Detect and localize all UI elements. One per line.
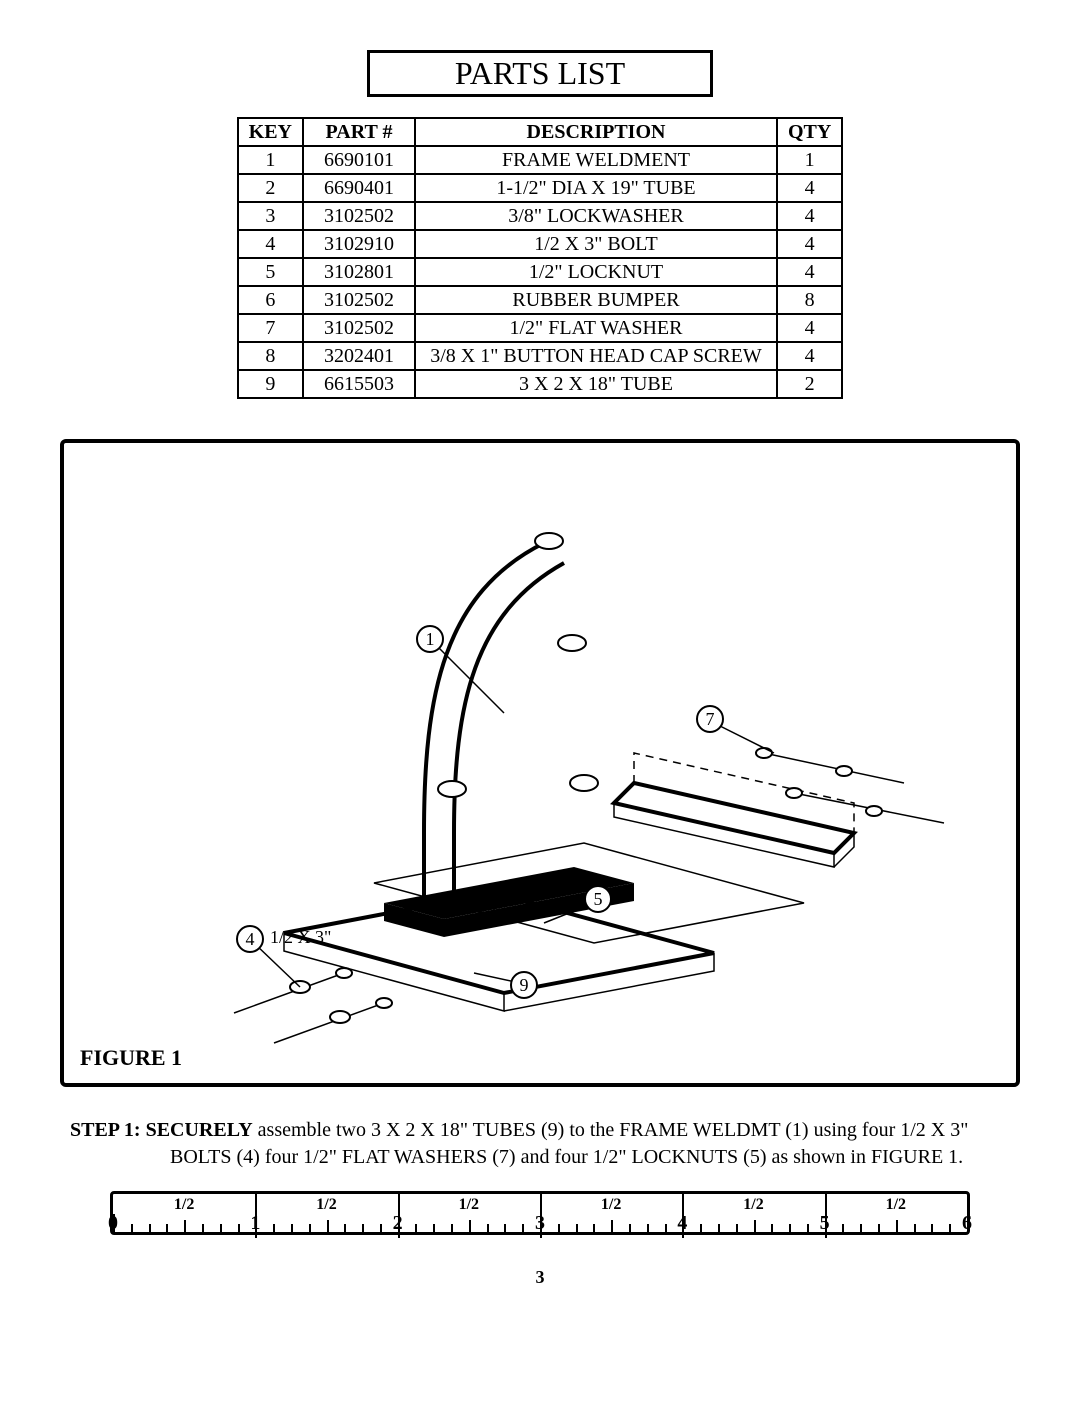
- cell-key: 6: [238, 286, 303, 314]
- ruler-half-label: 1/2: [743, 1196, 763, 1214]
- cell-qty: 4: [777, 258, 842, 286]
- table-header-row: KEY PART # DESCRIPTION QTY: [238, 118, 843, 146]
- cell-key: 4: [238, 230, 303, 258]
- ruler-whole-label: 1: [250, 1212, 260, 1235]
- cell-key: 9: [238, 370, 303, 398]
- cell-qty: 4: [777, 230, 842, 258]
- callout-4-note: 1/2 X 3": [270, 927, 331, 947]
- cell-desc: 1/2" FLAT WASHER: [415, 314, 777, 342]
- page-title: PARTS LIST: [367, 50, 713, 97]
- page: PARTS LIST KEY PART # DESCRIPTION QTY 16…: [0, 0, 1080, 1308]
- col-part: PART #: [303, 118, 415, 146]
- cell-key: 2: [238, 174, 303, 202]
- cell-qty: 4: [777, 174, 842, 202]
- callout-4: 4: [246, 929, 255, 949]
- cell-part: 3102502: [303, 286, 415, 314]
- ruler: 1/2 1/2 1/2 1/2 1/2 1/2 0 1 2 3 4 5 6: [110, 1191, 970, 1261]
- cell-key: 5: [238, 258, 303, 286]
- callout-5: 5: [594, 889, 603, 909]
- cell-desc: 3/8" LOCKWASHER: [415, 202, 777, 230]
- ruler-half-label: 1/2: [601, 1196, 621, 1214]
- cell-key: 3: [238, 202, 303, 230]
- table-row: 431029101/2 X 3" BOLT4: [238, 230, 843, 258]
- ruler-half-label: 1/2: [174, 1196, 194, 1214]
- cell-desc: RUBBER BUMPER: [415, 286, 777, 314]
- cell-desc: FRAME WELDMENT: [415, 146, 777, 174]
- table-row: 531028011/2" LOCKNUT4: [238, 258, 843, 286]
- table-row: 266904011-1/2" DIA X 19" TUBE4: [238, 174, 843, 202]
- cell-desc: 1/2" LOCKNUT: [415, 258, 777, 286]
- ruler-bar: 1/2 1/2 1/2 1/2 1/2 1/2 0 1 2 3 4 5 6: [110, 1191, 970, 1235]
- table-row: 731025021/2" FLAT WASHER4: [238, 314, 843, 342]
- step-1-text: STEP 1: SECURELY assemble two 3 X 2 X 18…: [60, 1117, 1020, 1171]
- figure-drawing: 1 7 5 9 4 1/2 X 3": [74, 453, 1014, 1053]
- col-qty: QTY: [777, 118, 842, 146]
- ruler-whole-label: 6: [962, 1212, 972, 1235]
- cell-part: 3102502: [303, 202, 415, 230]
- step-1-lead: STEP 1: SECURELY: [70, 1119, 253, 1141]
- table-row: 966155033 X 2 X 18" TUBE2: [238, 370, 843, 398]
- cell-part: 6690401: [303, 174, 415, 202]
- ruler-whole-label: 0: [108, 1212, 118, 1235]
- cell-qty: 8: [777, 286, 842, 314]
- cell-key: 8: [238, 342, 303, 370]
- col-desc: DESCRIPTION: [415, 118, 777, 146]
- cell-part: 6690101: [303, 146, 415, 174]
- table-row: 331025023/8" LOCKWASHER4: [238, 202, 843, 230]
- callout-9: 9: [520, 975, 529, 995]
- cell-desc: 3 X 2 X 18" TUBE: [415, 370, 777, 398]
- table-row: 63102502RUBBER BUMPER8: [238, 286, 843, 314]
- cell-desc: 3/8 X 1" BUTTON HEAD CAP SCREW: [415, 342, 777, 370]
- ruler-whole-label: 5: [820, 1212, 830, 1235]
- cell-qty: 2: [777, 370, 842, 398]
- cell-qty: 1: [777, 146, 842, 174]
- cell-part: 3102801: [303, 258, 415, 286]
- page-number: 3: [60, 1267, 1020, 1288]
- parts-table-body: 16690101FRAME WELDMENT1266904011-1/2" DI…: [238, 146, 843, 398]
- cell-qty: 4: [777, 342, 842, 370]
- col-key: KEY: [238, 118, 303, 146]
- cell-qty: 4: [777, 314, 842, 342]
- callout-7: 7: [706, 709, 715, 729]
- step-1-line2: BOLTS (4) four 1/2" FLAT WASHERS (7) and…: [170, 1144, 1010, 1171]
- parts-table: KEY PART # DESCRIPTION QTY 16690101FRAME…: [237, 117, 844, 399]
- cell-part: 3102910: [303, 230, 415, 258]
- ruler-half-label: 1/2: [886, 1196, 906, 1214]
- cell-desc: 1-1/2" DIA X 19" TUBE: [415, 174, 777, 202]
- cell-part: 3102502: [303, 314, 415, 342]
- step-1-rest: assemble two 3 X 2 X 18" TUBES (9) to th…: [253, 1119, 969, 1141]
- callout-1: 1: [426, 629, 435, 649]
- ruler-whole-label: 4: [677, 1212, 687, 1235]
- cell-qty: 4: [777, 202, 842, 230]
- cell-key: 1: [238, 146, 303, 174]
- cell-desc: 1/2 X 3" BOLT: [415, 230, 777, 258]
- table-row: 832024013/8 X 1" BUTTON HEAD CAP SCREW4: [238, 342, 843, 370]
- ruler-half-label: 1/2: [459, 1196, 479, 1214]
- cell-part: 3202401: [303, 342, 415, 370]
- table-row: 16690101FRAME WELDMENT1: [238, 146, 843, 174]
- cell-part: 6615503: [303, 370, 415, 398]
- cell-key: 7: [238, 314, 303, 342]
- ruler-whole-label: 3: [535, 1212, 545, 1235]
- ruler-whole-label: 2: [393, 1212, 403, 1235]
- ruler-half-label: 1/2: [316, 1196, 336, 1214]
- figure-box: 1 7 5 9 4 1/2 X 3" FIGURE 1: [60, 439, 1020, 1087]
- figure-label: FIGURE 1: [80, 1045, 182, 1071]
